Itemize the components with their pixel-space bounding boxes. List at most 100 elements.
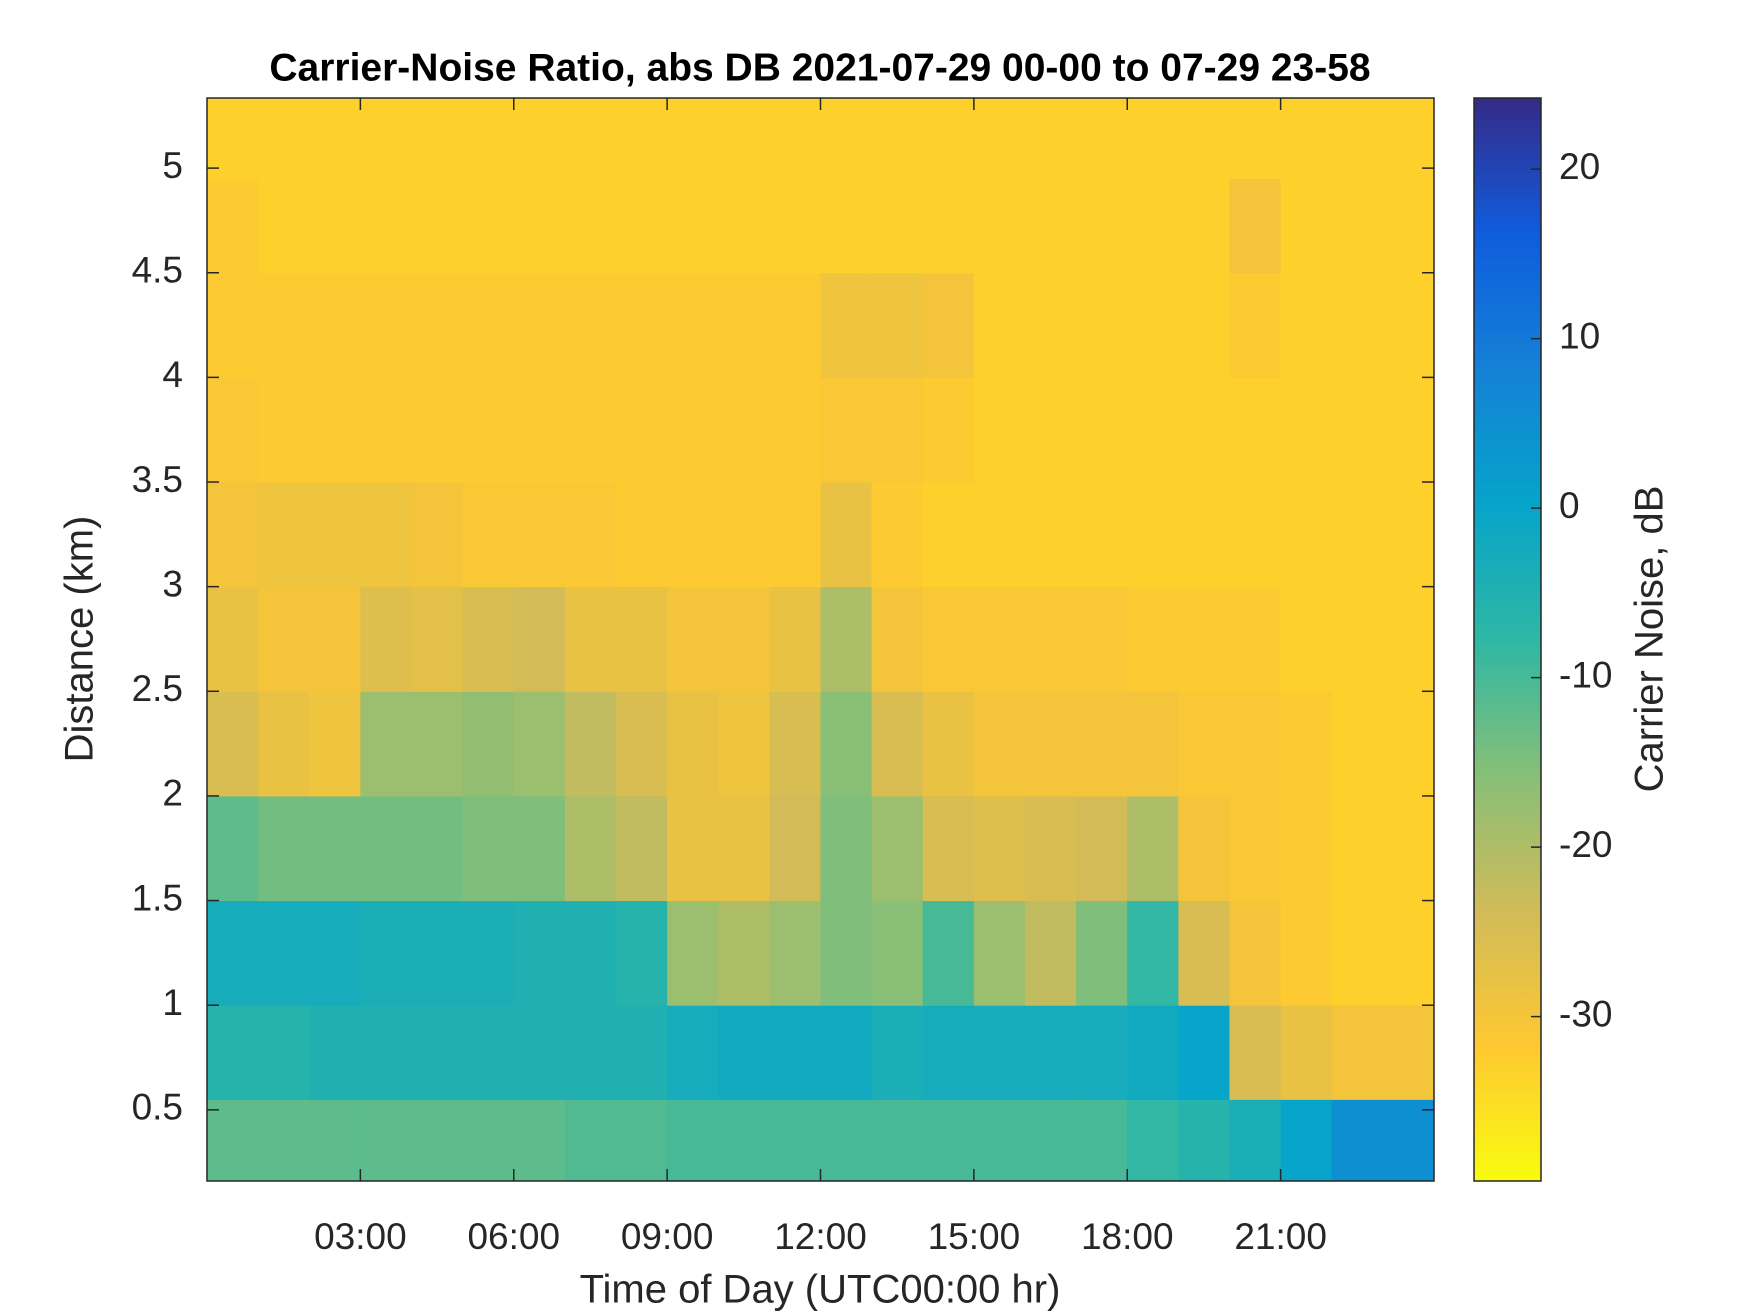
heatmap-cell (564, 586, 617, 692)
heatmap-cell (411, 795, 464, 902)
heatmap-cell (769, 586, 821, 692)
heatmap-cell (871, 900, 924, 1006)
colorbar-label: Carrier Noise, dB (1628, 486, 1672, 793)
heatmap-cell (309, 98, 361, 180)
heatmap-cell (1280, 586, 1333, 692)
heatmap-cell (718, 586, 770, 692)
heatmap-cell (513, 900, 566, 1006)
heatmap-cell (718, 1099, 770, 1182)
heatmap-cell (258, 272, 310, 378)
heatmap-cell (973, 1099, 1026, 1182)
heatmap-cell (462, 586, 515, 692)
y-tick-label: 2.5 (132, 668, 183, 709)
heatmap-cell (871, 482, 924, 588)
heatmap-cell (973, 691, 1026, 797)
heatmap-cell (667, 377, 719, 483)
heatmap-cell (718, 178, 770, 274)
heatmap-cell (258, 586, 310, 692)
heatmap-cell (564, 1099, 617, 1182)
heatmap-cell (462, 691, 515, 797)
heatmap-cell (462, 1005, 515, 1100)
heatmap-cell (1178, 900, 1230, 1006)
heatmap-cell (309, 900, 361, 1006)
heatmap-cell (718, 377, 770, 483)
heatmap-cell (564, 377, 617, 483)
x-tick-label: 12:00 (774, 1216, 867, 1257)
heatmap-cell (769, 900, 821, 1006)
heatmap-cell (1382, 98, 1435, 180)
heatmap-cell (1025, 482, 1077, 588)
heatmap-cell (309, 1005, 361, 1100)
heatmap-cell (1127, 1099, 1179, 1182)
heatmap-cell (820, 178, 873, 274)
heatmap-cell (820, 272, 873, 378)
heatmap-cell (462, 900, 515, 1006)
heatmap-cell (462, 272, 515, 378)
heatmap-cell (1331, 900, 1384, 1006)
heatmap-cell (820, 1099, 873, 1182)
heatmap-cell (360, 482, 412, 588)
heatmap-cell (207, 178, 259, 274)
x-tick-label: 03:00 (314, 1216, 407, 1257)
heatmap-cell (1025, 795, 1077, 902)
heatmap-cell (411, 272, 464, 378)
heatmap-cell (820, 377, 873, 483)
heatmap-cell (922, 1099, 975, 1182)
heatmap-cell (1331, 482, 1384, 588)
heatmap-cell (513, 691, 566, 797)
heatmap-cell (411, 98, 464, 180)
heatmap-cell (411, 377, 464, 483)
heatmap-cell (513, 178, 566, 274)
heatmap-cell (564, 1005, 617, 1100)
heatmap-cell (667, 1099, 719, 1182)
heatmap-cell (1331, 377, 1384, 483)
x-tick-label: 21:00 (1234, 1216, 1327, 1257)
heatmap-cell (1229, 1099, 1282, 1182)
heatmap-cell (922, 482, 975, 588)
heatmap-cell (1025, 178, 1077, 274)
y-tick-label: 5 (162, 145, 183, 186)
colorbar (1473, 97, 1542, 1182)
heatmap-cell (360, 98, 412, 180)
heatmap-cell (769, 98, 821, 180)
heatmap-cell (309, 272, 361, 378)
heatmap-cell (360, 795, 412, 902)
heatmap-cell (667, 691, 719, 797)
heatmap-cell (258, 900, 310, 1006)
heatmap-cell (973, 795, 1026, 902)
heatmap-cell (1229, 795, 1282, 902)
heatmap-cell (616, 272, 668, 378)
heatmap-cell (1280, 795, 1333, 902)
heatmap-cell (973, 482, 1026, 588)
heatmap-cell (207, 482, 259, 588)
heatmap-cell (411, 1099, 464, 1182)
heatmap-cell (922, 178, 975, 274)
heatmap-cell (922, 586, 975, 692)
heatmap-cell (718, 795, 770, 902)
heatmap-cell (922, 98, 975, 180)
heatmap-cell (258, 98, 310, 180)
heatmap-cell (1382, 691, 1435, 797)
y-tick-label: 4.5 (132, 250, 183, 291)
heatmap-cell (769, 178, 821, 274)
heatmap-cell (1178, 482, 1230, 588)
heatmap-cell (820, 98, 873, 180)
heatmap-cell (1178, 691, 1230, 797)
heatmap-cell (207, 1099, 259, 1182)
heatmap-cell (1229, 586, 1282, 692)
heatmap-cell (1127, 795, 1179, 902)
heatmap-cell (564, 795, 617, 902)
heatmap-cell (360, 377, 412, 483)
heatmap-cell (1382, 377, 1435, 483)
heatmap-cell (564, 98, 617, 180)
heatmap-cell (564, 482, 617, 588)
heatmap-cell (1178, 98, 1230, 180)
heatmap-cell (718, 98, 770, 180)
heatmap-cell (1331, 1005, 1384, 1100)
heatmap-cell (462, 377, 515, 483)
heatmap-cell (1229, 98, 1282, 180)
heatmap-cell (871, 1099, 924, 1182)
heatmap (207, 98, 1435, 1182)
heatmap-cell (1127, 377, 1179, 483)
colorbar-tick-label: 10 (1559, 315, 1600, 356)
